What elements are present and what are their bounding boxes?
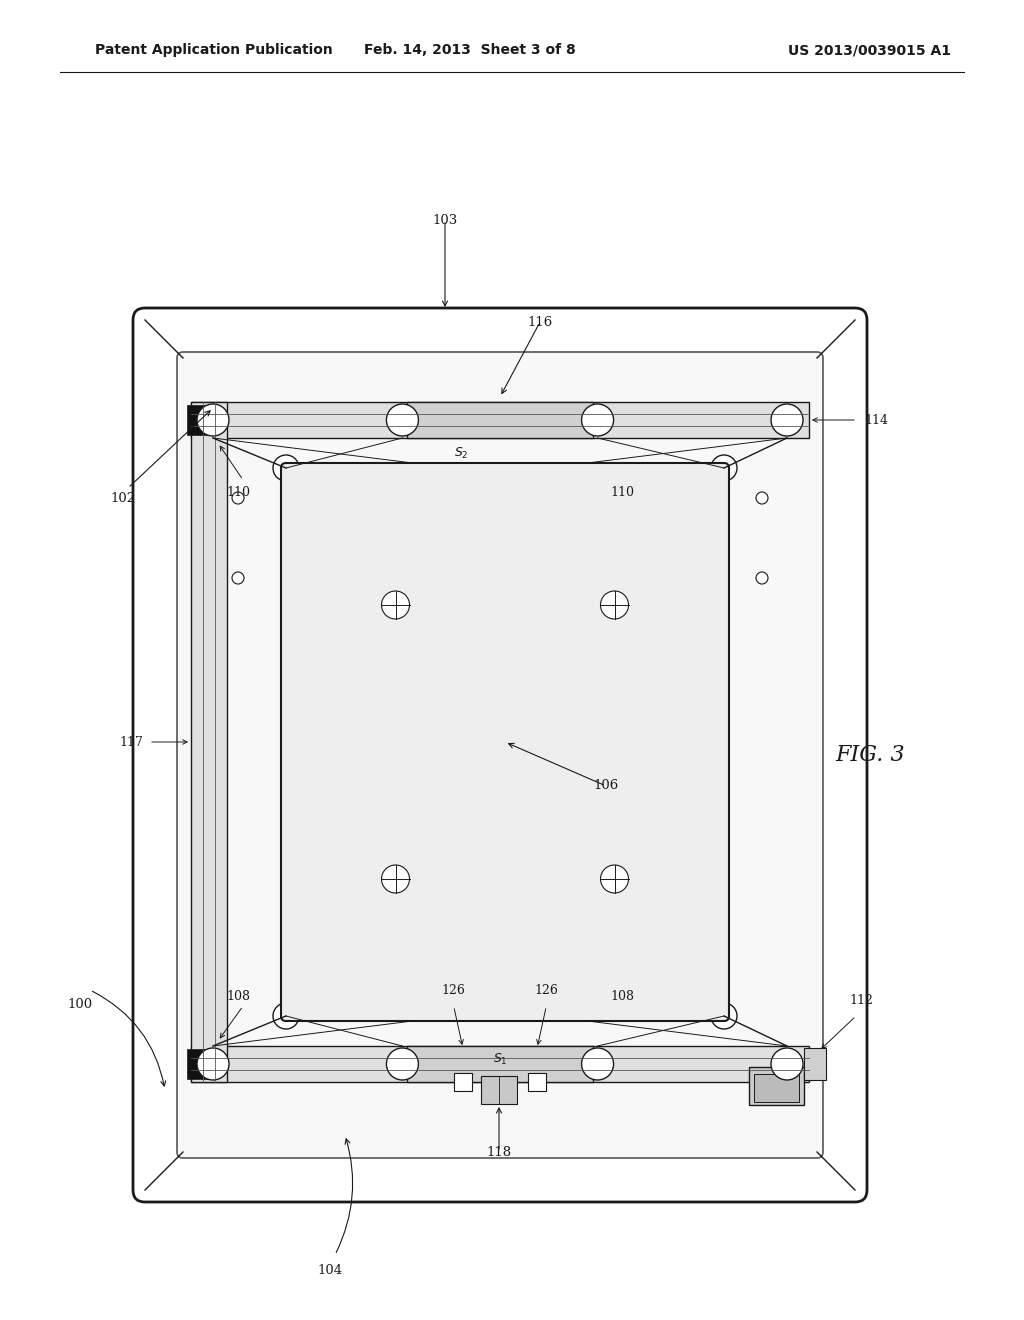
- Bar: [454, 1073, 472, 1092]
- Bar: [408, 1045, 593, 1082]
- Circle shape: [582, 1048, 613, 1080]
- Bar: [191, 403, 809, 438]
- Text: FIG. 3: FIG. 3: [836, 744, 905, 766]
- FancyBboxPatch shape: [177, 352, 823, 1158]
- Text: 126: 126: [441, 985, 466, 998]
- Bar: [191, 403, 227, 1082]
- Circle shape: [756, 572, 768, 583]
- Circle shape: [382, 865, 410, 894]
- Text: 106: 106: [593, 779, 618, 792]
- Circle shape: [600, 591, 629, 619]
- Text: US 2013/0039015 A1: US 2013/0039015 A1: [788, 44, 951, 57]
- Text: $S_1$: $S_1$: [493, 1052, 507, 1067]
- Circle shape: [771, 404, 803, 436]
- Circle shape: [197, 404, 229, 436]
- Text: 117: 117: [119, 735, 143, 748]
- Bar: [191, 1045, 809, 1082]
- Circle shape: [232, 572, 244, 583]
- Text: 114: 114: [864, 413, 888, 426]
- Bar: [804, 1048, 826, 1080]
- Text: Feb. 14, 2013  Sheet 3 of 8: Feb. 14, 2013 Sheet 3 of 8: [365, 44, 575, 57]
- Text: $S_2$: $S_2$: [454, 445, 468, 461]
- Text: 108: 108: [610, 990, 635, 1002]
- Bar: [408, 403, 593, 438]
- Text: 118: 118: [486, 1146, 512, 1159]
- Text: 108: 108: [226, 990, 250, 1002]
- Bar: [528, 1073, 546, 1092]
- Text: 110: 110: [610, 487, 635, 499]
- Text: 126: 126: [535, 985, 558, 998]
- Text: 102: 102: [111, 491, 135, 504]
- Circle shape: [756, 492, 768, 504]
- Circle shape: [600, 865, 629, 894]
- Text: 110: 110: [226, 487, 250, 499]
- Circle shape: [232, 492, 244, 504]
- Circle shape: [197, 1048, 229, 1080]
- Bar: [749, 1067, 804, 1105]
- Circle shape: [382, 591, 410, 619]
- Bar: [481, 1076, 517, 1104]
- Circle shape: [711, 455, 737, 480]
- FancyBboxPatch shape: [133, 308, 867, 1203]
- Circle shape: [386, 404, 419, 436]
- Bar: [187, 1049, 209, 1078]
- Circle shape: [273, 455, 299, 480]
- Circle shape: [273, 1003, 299, 1030]
- Text: 104: 104: [317, 1263, 343, 1276]
- FancyBboxPatch shape: [281, 463, 729, 1020]
- Circle shape: [711, 1003, 737, 1030]
- Circle shape: [386, 1048, 419, 1080]
- Circle shape: [582, 404, 613, 436]
- Bar: [187, 405, 209, 436]
- Text: 112: 112: [849, 994, 872, 1007]
- Text: 100: 100: [68, 998, 92, 1011]
- Circle shape: [771, 1048, 803, 1080]
- Text: 103: 103: [432, 214, 458, 227]
- Text: 116: 116: [527, 315, 553, 329]
- Text: Patent Application Publication: Patent Application Publication: [95, 44, 333, 57]
- Bar: [754, 1074, 799, 1102]
